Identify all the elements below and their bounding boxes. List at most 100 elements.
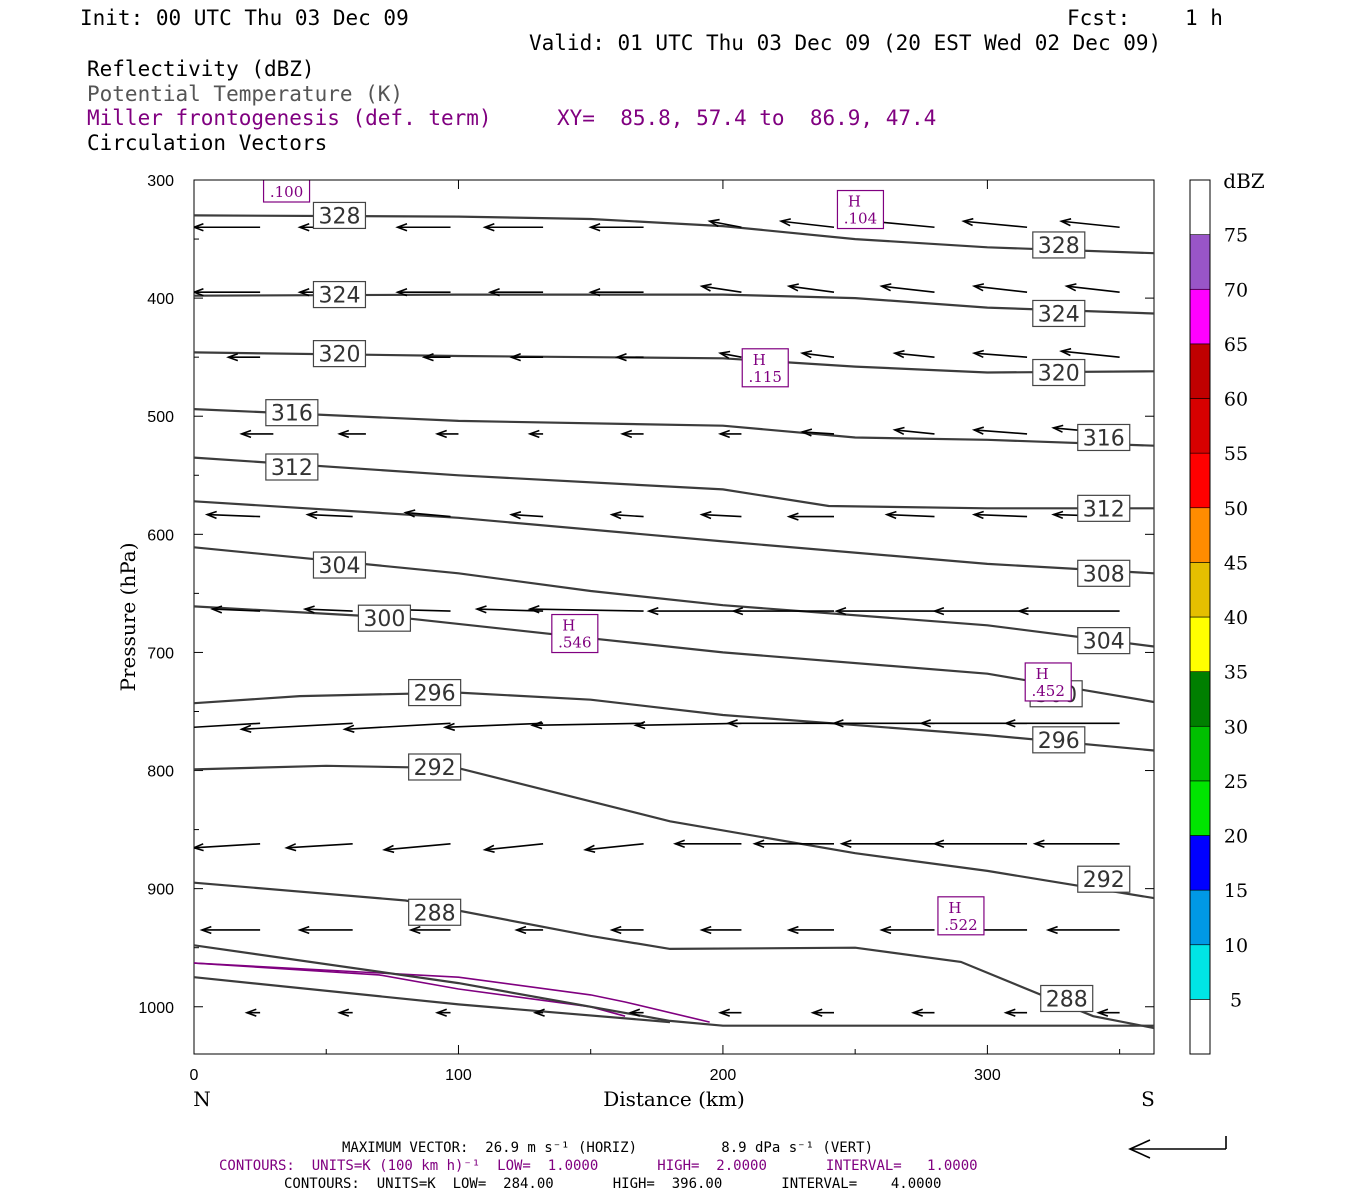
frontogenesis-max-box	[1024, 662, 1072, 702]
wind-vector	[717, 429, 742, 439]
wind-vector	[786, 925, 834, 935]
wind-vector	[527, 429, 544, 439]
reference-vector	[1128, 1136, 1227, 1159]
wind-vector	[583, 842, 644, 853]
theta-contour-328	[194, 214, 1154, 255]
theta-labels: 328 328 324 324 320 320 316 316 312 312 308 304 304 3…	[265, 201, 1131, 1013]
field-reflectivity: Reflectivity (dBZ)	[87, 57, 315, 81]
theta-label: 312	[271, 456, 313, 481]
wind-vector	[646, 606, 742, 616]
wind-vector	[609, 511, 644, 520]
wind-vector	[799, 428, 835, 437]
colorbar-label: 10	[1224, 935, 1248, 957]
y-tick-label: 900	[147, 882, 174, 899]
colorbar-frame	[1189, 179, 1211, 1055]
theta-label: 292	[414, 756, 456, 781]
wind-vector	[699, 283, 742, 293]
colorbar-label: 45	[1224, 552, 1248, 574]
theta-label-box	[1077, 559, 1131, 587]
colorbar-segment	[1189, 671, 1211, 727]
wind-vector	[194, 722, 261, 729]
wind-vector	[731, 606, 834, 616]
wind-vector	[1045, 925, 1120, 935]
wind-vector	[514, 925, 544, 935]
theta-label-box	[265, 399, 319, 427]
frontogenesis-contours	[194, 962, 710, 1023]
frontogenesis-max-value: .104	[844, 210, 877, 228]
colorbar-segment	[1189, 343, 1211, 399]
wind-vector	[403, 509, 451, 518]
theta-label: 320	[318, 343, 360, 368]
theta-label: 300	[363, 607, 405, 632]
y-tick-label: 700	[147, 645, 174, 662]
wind-vector	[672, 839, 742, 848]
wind-vector	[971, 283, 1028, 293]
theta-label-box	[408, 898, 462, 926]
wind-vector	[226, 352, 261, 362]
theta-label-box	[1040, 984, 1094, 1013]
wind-vector	[786, 283, 835, 293]
wind-vector	[487, 288, 544, 297]
wind-vector	[210, 605, 261, 614]
frontogenesis-max-value: .522	[944, 916, 977, 934]
wind-vector	[892, 349, 935, 359]
theta-label-box	[1032, 726, 1086, 754]
wind-vector	[1059, 218, 1120, 229]
top-mask	[194, 150, 354, 180]
wind-vector	[337, 1008, 353, 1017]
y-tick-label: 800	[147, 764, 174, 781]
theta-label-box	[312, 280, 367, 309]
wind-vector	[302, 605, 353, 614]
colorbar-label: 65	[1224, 334, 1248, 356]
wind-vector	[297, 925, 353, 935]
colorbar-segment	[1189, 288, 1211, 345]
wind-vector	[1016, 606, 1120, 616]
y-tick-label: 1000	[138, 1000, 174, 1017]
wind-vector	[628, 1008, 644, 1017]
theta-contour-284	[194, 944, 1154, 1027]
y-axis-label: Pressure (hPa)	[116, 543, 140, 692]
theta-label: 304	[1083, 630, 1125, 655]
colorbar-label: 70	[1224, 279, 1248, 301]
theta-contours	[194, 214, 1154, 1030]
frontogenesis-max-box	[836, 189, 885, 230]
theta-label-box	[408, 678, 462, 707]
theta-label: 304	[318, 554, 360, 579]
y-tick-label: 600	[147, 527, 174, 544]
colorbar-segment	[1189, 507, 1211, 563]
wind-vector	[892, 426, 935, 436]
wind-vector	[509, 511, 544, 520]
x-axis: 0 100 200 300 Distance (km) N S	[190, 180, 1155, 1111]
theta-label: 328	[318, 204, 360, 229]
theta-contour-296	[194, 691, 1154, 752]
colorbar-segment	[1189, 999, 1211, 1055]
colorbar-segment	[1189, 835, 1211, 891]
y-tick-label: 400	[147, 291, 174, 308]
y-tick-label: 500	[147, 409, 174, 426]
frontogenesis-max-value: .452	[1032, 682, 1065, 700]
wind-vector	[337, 429, 366, 439]
x-tick-label: 300	[974, 1067, 1001, 1084]
wind-vector	[810, 1008, 834, 1017]
wind-vector	[284, 842, 353, 852]
wind-vector	[588, 288, 644, 297]
valid-time: Valid: 01 UTC Thu 03 Dec 09 (20 EST Wed …	[529, 31, 1162, 55]
wind-vector	[1064, 283, 1120, 293]
wind-vector	[239, 722, 353, 733]
wind-vector	[786, 512, 834, 521]
theta-label-box	[265, 453, 319, 481]
theta-label-box	[312, 340, 367, 368]
contours-theta-text: CONTOURS: UNITS=K LOW= 284.00 HIGH= 396.…	[284, 1176, 942, 1192]
theta-label-box	[1077, 494, 1131, 522]
wind-vector	[442, 722, 544, 732]
theta-label: 324	[318, 284, 360, 309]
wind-vector	[834, 606, 935, 616]
colorbar-segment	[1189, 944, 1211, 1000]
wind-vector	[778, 218, 835, 229]
wind-vector	[932, 839, 1028, 848]
theta-contour-304	[194, 546, 1154, 648]
wind-vector	[530, 720, 644, 730]
theta-label: 320	[1038, 362, 1080, 387]
theta-label: 288	[1046, 987, 1088, 1012]
